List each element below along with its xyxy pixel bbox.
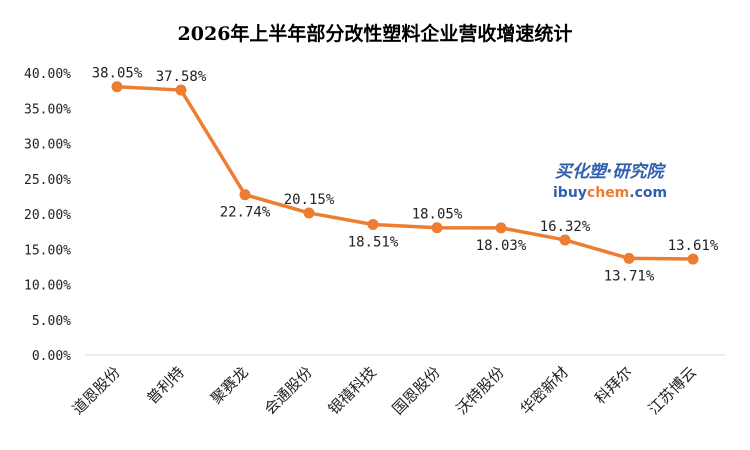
y-tick-label: 10.00% (24, 279, 71, 294)
data-labels-group: 38.05% 37.58% 22.74% 20.15% 18.51% 18.05% 18.0… (92, 66, 719, 285)
watermark-url-text: ibuychem.com (553, 185, 667, 201)
data-point-marker (175, 84, 187, 96)
data-point-marker (239, 189, 251, 201)
y-tick-label: 40.00% (24, 67, 71, 82)
data-point-marker (303, 207, 315, 219)
watermark-logo: 买化塑·研究院 ibuychem.com (553, 162, 667, 201)
watermark-brand-text: 买化塑·研究院 (555, 162, 666, 182)
watermark-url-part-2: chem (587, 185, 629, 201)
y-tick-label: 5.00% (32, 314, 71, 329)
series-line (115, 84, 695, 261)
data-label: 38.05% (92, 66, 143, 82)
data-point-marker (367, 219, 379, 231)
chart-title: 2026年上半年部分改性塑料企业营收增速统计 (178, 22, 573, 45)
watermark-url-part-3: .com (629, 185, 667, 201)
data-label: 22.74% (220, 205, 271, 221)
data-label: 18.05% (412, 207, 463, 223)
data-point-marker (559, 234, 571, 246)
y-tick-label: 15.00% (24, 243, 71, 258)
x-tick-label: 沃特股份 (453, 363, 508, 418)
y-tick-label: 30.00% (24, 138, 71, 153)
data-label: 18.51% (348, 235, 399, 251)
data-point-marker (623, 252, 635, 264)
series-line-group (111, 81, 699, 265)
x-tick-label: 银禧科技 (325, 363, 380, 418)
data-point-marker (111, 81, 123, 93)
x-axis: 道恩股份 普利特 聚赛龙 会通股份 银禧科技 国恩股份 沃特股份 华密新材 科拜尔 江苏博云 (69, 354, 725, 418)
x-tick-label: 华密新材 (517, 363, 572, 418)
data-label: 13.61% (668, 238, 719, 254)
y-tick-label: 20.00% (24, 208, 71, 223)
x-tick-label: 江苏博云 (645, 363, 700, 418)
data-label: 13.71% (604, 268, 655, 284)
data-point-marker (431, 222, 443, 234)
data-label: 16.32% (540, 219, 591, 235)
x-tick-label: 国恩股份 (389, 363, 444, 418)
y-axis: 0.00% 5.00% 10.00% 15.00% 20.00% 25.00% 30.00%… (24, 67, 71, 364)
x-tick-label: 会通股份 (261, 363, 316, 418)
x-tick-label: 普利特 (143, 363, 188, 408)
x-tick-label: 道恩股份 (69, 363, 124, 418)
y-tick-label: 0.00% (32, 349, 71, 364)
watermark-url-part-1: ibuy (553, 185, 587, 201)
data-label: 20.15% (284, 192, 335, 208)
data-point-marker (495, 222, 507, 234)
x-tick-label: 聚赛龙 (207, 363, 252, 408)
data-label: 37.58% (156, 69, 207, 85)
y-tick-label: 35.00% (24, 102, 71, 117)
data-label: 18.03% (476, 238, 527, 254)
y-tick-label: 25.00% (24, 173, 71, 188)
data-point-marker (687, 253, 699, 265)
x-tick-label: 科拜尔 (591, 363, 636, 408)
